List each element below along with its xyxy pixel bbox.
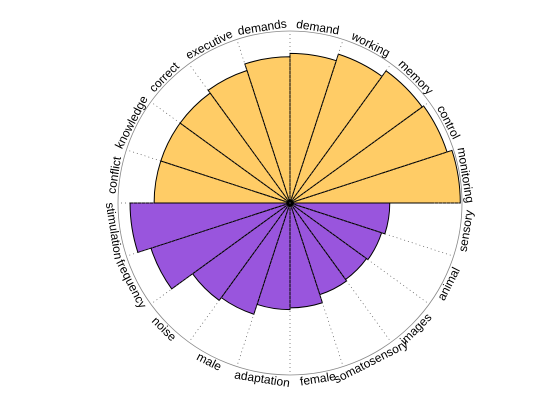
slice-label-correct: correct [146, 59, 182, 95]
slice-label-working: working [348, 28, 392, 60]
grid-spoke [289, 149, 454, 204]
grid-spoke [236, 202, 291, 367]
bar-top-executive [207, 69, 291, 204]
bar-bottom-stimulation [129, 202, 291, 254]
slice-label-animal: animal [434, 265, 463, 303]
grid-spoke [289, 202, 344, 367]
grid-spoke [289, 202, 430, 305]
bar-top-demand [289, 52, 337, 204]
slice-label-demand: demand [295, 17, 340, 38]
grid-spoke [236, 39, 291, 204]
grid-spoke [188, 63, 291, 204]
slice-label-somatosensory: somatosensory [331, 337, 410, 386]
slice-label-stimulation: stimulation [103, 201, 126, 260]
bar-top-demands [244, 56, 291, 204]
grid-spoke [126, 149, 291, 204]
grid-spoke [126, 202, 291, 257]
grid-spoke [150, 202, 291, 305]
slice-label-frequency: frequency [113, 257, 149, 310]
bar-top-monitoring [289, 149, 461, 204]
grid-group [117, 30, 463, 376]
slice-label-demands: demands [237, 16, 288, 38]
outer-ring [117, 30, 463, 376]
grid-spoke [289, 63, 392, 204]
slice-label-conflict: conflict [104, 155, 124, 195]
grid-spoke [150, 101, 291, 204]
grid-spoke [289, 39, 344, 204]
bars-group [129, 52, 461, 315]
slice-label-executive: executive [183, 27, 235, 63]
bar-top-memory [289, 70, 423, 204]
grid-spoke [289, 202, 392, 343]
slice-label-sensory: sensory [456, 209, 476, 253]
slice-label-male: male [194, 349, 224, 373]
grid-spoke [289, 101, 430, 204]
grid-spoke [188, 202, 291, 343]
slice-label-knowledge: knowledge [112, 93, 151, 151]
slice-label-noise: noise [149, 314, 179, 344]
grid-spoke [289, 202, 454, 257]
bar-top-control [289, 105, 448, 204]
slice-label-female: female [299, 369, 337, 389]
slice-label-adaptation: adaptation [233, 368, 291, 391]
